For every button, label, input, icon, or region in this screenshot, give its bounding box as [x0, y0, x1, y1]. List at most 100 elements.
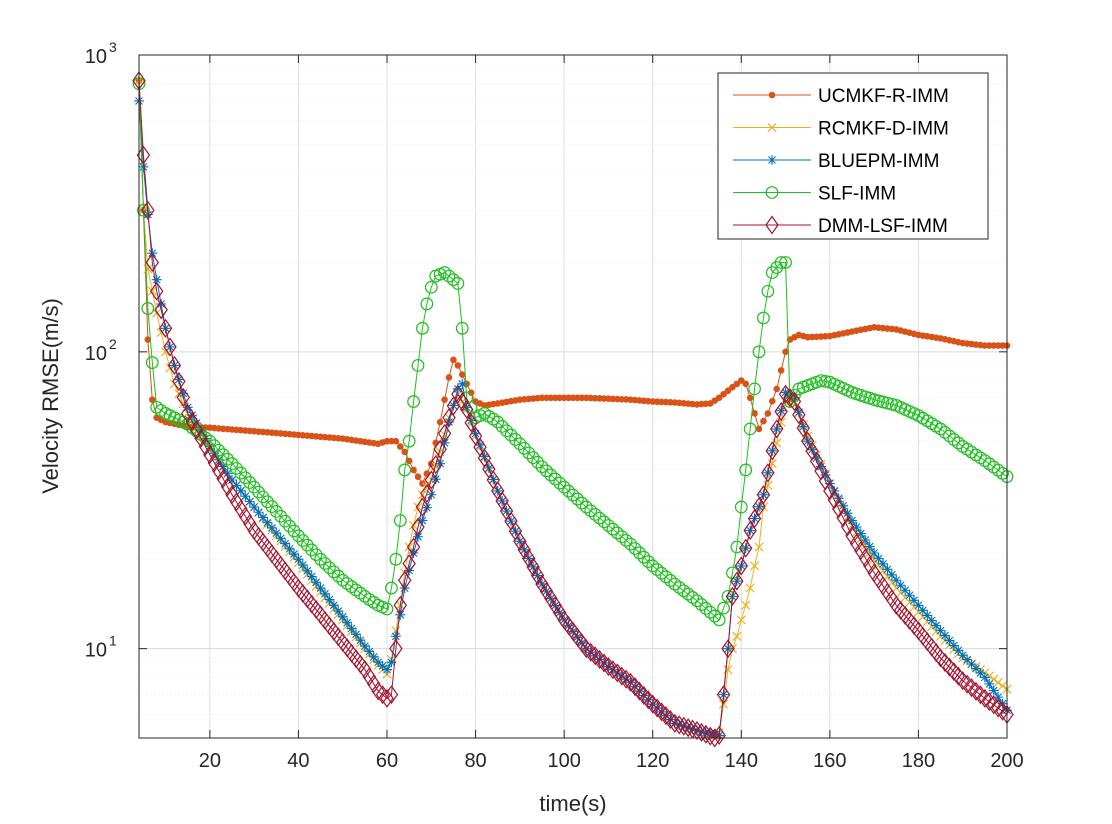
data-point — [718, 699, 729, 709]
data-point — [238, 471, 252, 485]
data-point — [333, 606, 344, 617]
data-point — [401, 448, 409, 456]
y-axis-title: Velocity RMSE(m/s) — [38, 298, 63, 494]
data-point — [922, 610, 933, 621]
data-point — [396, 443, 404, 450]
data-point — [411, 359, 425, 372]
data-point — [163, 337, 177, 357]
data-point — [359, 641, 370, 652]
data-point — [252, 485, 265, 499]
data-point — [851, 522, 862, 533]
data-point — [614, 666, 629, 686]
data-point — [323, 561, 336, 575]
data-point — [619, 533, 633, 547]
data-point — [672, 715, 687, 735]
x-tick-label: 60 — [376, 750, 398, 772]
x-tick-label: 100 — [547, 750, 580, 772]
data-point — [261, 495, 274, 509]
legend: UCMKF-R-IMM RCMKF-D-IMM BLUEPM-IMM SLF-IMM D… — [717, 72, 989, 240]
data-point — [760, 417, 767, 425]
y-tick-label: 10 — [85, 640, 107, 662]
data-point — [650, 563, 664, 576]
data-point — [681, 587, 695, 601]
y-tick-exponent: 2 — [109, 336, 117, 352]
data-point — [218, 461, 229, 472]
data-point — [938, 425, 952, 439]
data-point — [167, 355, 182, 375]
data-point — [364, 646, 375, 657]
data-point — [318, 557, 332, 570]
data-point — [540, 464, 553, 478]
data-point — [509, 433, 522, 446]
data-point — [141, 200, 155, 220]
data-point — [442, 269, 456, 283]
data-point — [757, 311, 770, 325]
data-point — [721, 639, 735, 659]
data-point — [699, 724, 713, 744]
data-point — [845, 526, 859, 546]
data-point — [637, 550, 651, 564]
data-point — [882, 564, 893, 575]
data-point — [734, 500, 748, 514]
data-point — [873, 553, 884, 564]
data-point — [428, 455, 443, 475]
data-point — [221, 452, 234, 466]
data-point — [151, 274, 162, 285]
data-point — [860, 535, 871, 546]
data-point — [836, 508, 850, 528]
legend-item: BLUEPM-IMM — [733, 151, 939, 172]
data-point — [940, 630, 950, 641]
legend-marker — [765, 215, 779, 235]
data-point — [756, 485, 771, 505]
data-point — [761, 463, 775, 483]
data-point — [243, 476, 257, 489]
data-point — [354, 586, 367, 600]
data-point — [738, 538, 753, 558]
data-point — [900, 585, 911, 596]
series-ucmkf-r-imm — [135, 77, 1011, 487]
data-point — [986, 695, 1001, 715]
data-point — [266, 522, 277, 533]
data-point — [178, 388, 189, 399]
data-point — [355, 635, 366, 646]
x-tick-label: 160 — [813, 750, 846, 772]
data-point — [435, 458, 446, 469]
data-point — [780, 387, 791, 398]
data-point — [240, 491, 251, 502]
data-point — [730, 571, 744, 591]
data-point — [891, 575, 902, 586]
data-point — [765, 441, 780, 461]
data-point — [199, 431, 212, 445]
legend-item: UCMKF-R-IMM — [733, 86, 949, 107]
data-point — [407, 395, 420, 408]
data-point — [220, 477, 235, 497]
data-point — [878, 558, 888, 569]
data-point — [331, 569, 345, 583]
data-point — [196, 425, 206, 436]
data-point — [247, 480, 261, 494]
data-point — [955, 671, 970, 691]
data-point — [872, 394, 885, 408]
data-point — [300, 538, 314, 552]
data-point — [755, 425, 763, 433]
data-point — [654, 702, 669, 722]
data-point — [406, 537, 421, 557]
data-point — [973, 685, 988, 705]
data-point — [732, 631, 742, 641]
data-point — [457, 378, 468, 389]
data-point — [253, 507, 264, 518]
data-point — [324, 594, 335, 605]
data-point — [230, 461, 243, 475]
data-point — [373, 657, 384, 668]
data-point — [349, 583, 363, 597]
data-point — [690, 594, 704, 608]
data-point — [606, 660, 620, 680]
data-point — [345, 580, 358, 594]
data-point — [840, 517, 855, 537]
data-point — [782, 348, 789, 356]
data-point — [904, 590, 915, 601]
data-point — [659, 706, 673, 726]
data-point — [411, 517, 425, 537]
data-point — [712, 725, 726, 745]
